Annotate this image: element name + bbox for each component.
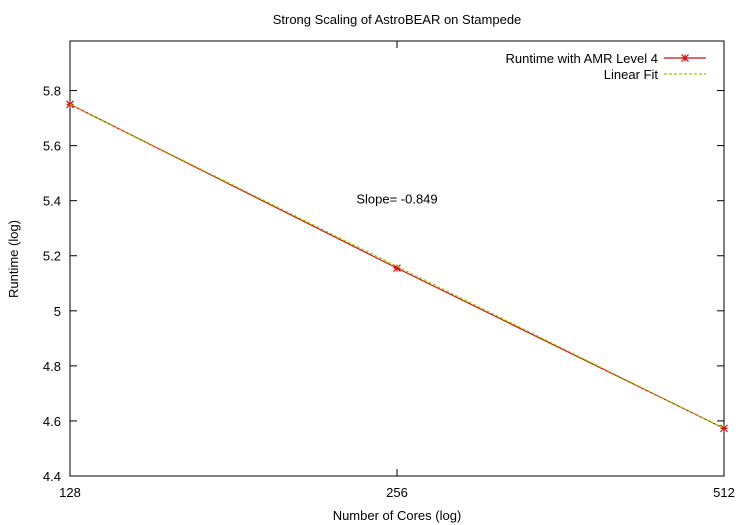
- y-tick-label: 5.2: [43, 249, 61, 264]
- y-tick-label: 5.6: [43, 139, 61, 154]
- chart-title: Strong Scaling of AstroBEAR on Stampede: [273, 12, 522, 27]
- x-tick-label: 128: [59, 485, 81, 500]
- x-axis: 128 256 512: [59, 41, 735, 500]
- x-tick-label: 512: [713, 485, 735, 500]
- y-tick-label: 5.8: [43, 84, 61, 99]
- annotations: Slope= -0.849: [356, 191, 437, 206]
- y-axis: 4.4 4.6 4.8 5 5.2 5.4 5.6 5.8: [43, 84, 724, 484]
- plot-area: [66, 100, 728, 433]
- data-point: [720, 424, 728, 433]
- y-tick-label: 5: [54, 304, 61, 319]
- plot-frame: [69, 40, 725, 477]
- legend-label: Runtime with AMR Level 4: [506, 51, 658, 66]
- y-axis-label: Runtime (log): [6, 220, 21, 298]
- x-axis-label: Number of Cores (log): [333, 508, 462, 523]
- slope-annotation: Slope= -0.849: [356, 191, 437, 206]
- y-tick-label: 4.4: [43, 469, 61, 484]
- series-line-2: [69, 103, 725, 429]
- legend-marker: [681, 54, 689, 62]
- x-tick-label: 256: [386, 485, 408, 500]
- legend-label: Linear Fit: [604, 67, 659, 82]
- y-tick-label: 5.4: [43, 194, 61, 209]
- y-tick-label: 4.6: [43, 414, 61, 429]
- y-tick-label: 4.8: [43, 359, 61, 374]
